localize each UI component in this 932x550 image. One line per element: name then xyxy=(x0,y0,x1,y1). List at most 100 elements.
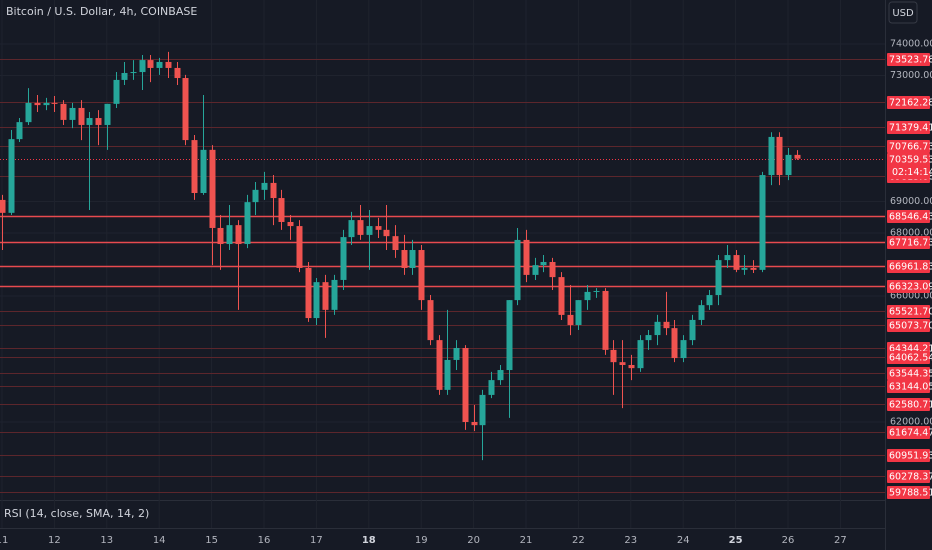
x-tick-label: 20 xyxy=(467,535,480,546)
candle-body xyxy=(313,282,320,319)
candle-body xyxy=(602,290,609,350)
candle-body xyxy=(724,255,731,261)
candle-body xyxy=(567,314,574,325)
candle-body xyxy=(182,78,189,141)
candle-body xyxy=(209,149,216,228)
level-label: 66961.83 xyxy=(889,262,932,273)
level-label-box xyxy=(887,426,930,439)
x-tick-label: 21 xyxy=(520,535,533,546)
level-label-box xyxy=(887,121,930,134)
candle-body xyxy=(383,229,390,237)
candle-body xyxy=(348,220,355,238)
x-tick-label: 15 xyxy=(205,535,218,546)
level-label-box xyxy=(887,486,930,499)
candle-body xyxy=(296,226,303,268)
x-tick-label: 27 xyxy=(834,535,847,546)
y-tick-label: 74000.00 xyxy=(890,39,932,50)
countdown-label: 02:14:14 xyxy=(892,167,932,178)
level-label: 66323.09 xyxy=(889,282,932,293)
candle-body xyxy=(619,362,626,365)
level-label-box xyxy=(887,236,930,249)
candle-body xyxy=(418,250,425,301)
candle-body xyxy=(130,72,137,74)
currency-button-label[interactable]: USD xyxy=(892,8,914,19)
candle-body xyxy=(147,60,154,68)
candle-body xyxy=(322,282,329,310)
candle-body xyxy=(305,267,312,319)
candle-body xyxy=(16,122,23,140)
candle-body xyxy=(689,319,696,341)
candle-body xyxy=(768,136,775,176)
indicator-label: RSI (14, close, SMA, 14, 2) xyxy=(4,507,149,520)
candle-body xyxy=(25,102,32,123)
x-tick-label: 16 xyxy=(258,535,271,546)
candle-body xyxy=(532,265,539,275)
candle-body xyxy=(654,321,661,336)
candle-body xyxy=(95,118,102,125)
candle-body xyxy=(706,295,713,306)
candle-body xyxy=(759,175,766,270)
candle-body xyxy=(0,199,6,213)
candle-body xyxy=(453,347,460,360)
candles xyxy=(0,51,801,461)
candle-body xyxy=(244,202,251,245)
candle-body xyxy=(436,340,443,390)
candle-body xyxy=(497,370,504,381)
candle-body xyxy=(663,321,670,329)
candle-body xyxy=(191,140,198,194)
candle-body xyxy=(794,154,801,159)
level-label-box xyxy=(887,140,930,153)
candle-body xyxy=(637,340,644,369)
candle-body xyxy=(628,364,635,369)
candle-body xyxy=(235,225,242,245)
level-label: 73523.78 xyxy=(889,55,932,66)
level-label: 64344.21 xyxy=(889,344,932,355)
currency-button[interactable] xyxy=(888,1,918,24)
x-tick-label: 18 xyxy=(362,535,376,546)
candle-body xyxy=(340,237,347,280)
candle-body xyxy=(121,72,128,80)
x-tick-label: 11 xyxy=(0,535,8,546)
candle-body xyxy=(357,220,364,235)
candle-body xyxy=(575,300,582,325)
candle-body xyxy=(479,394,486,426)
level-label: 65073.70 xyxy=(889,321,932,332)
level-label-box xyxy=(887,210,930,223)
level-label: 70766.73 xyxy=(889,142,932,153)
candle-body xyxy=(698,305,705,320)
candle-body xyxy=(86,118,93,125)
candle-body xyxy=(331,279,338,310)
x-tick-label: 26 xyxy=(782,535,795,546)
candle-body xyxy=(217,227,224,245)
candle-body xyxy=(200,149,207,194)
candle-body xyxy=(558,277,565,315)
y-tick-label: 68000.00 xyxy=(890,228,932,239)
candle-body xyxy=(471,422,478,426)
candle-body xyxy=(8,139,15,213)
candle-body xyxy=(113,79,120,104)
candle-body xyxy=(593,290,600,292)
level-label-box xyxy=(887,367,930,380)
candle-body xyxy=(776,136,783,176)
candle-body xyxy=(375,226,382,230)
candle-body xyxy=(60,103,67,120)
level-label-box xyxy=(887,470,930,483)
candle-body xyxy=(261,182,268,190)
candle-body xyxy=(51,102,58,104)
level-label: 59788.51 xyxy=(889,488,932,499)
candle-body xyxy=(226,225,233,245)
x-tick-label: 12 xyxy=(48,535,61,546)
chart-title: Bitcoin / U.S. Dollar, 4h, COINBASE xyxy=(6,5,197,18)
level-label: 68546.43 xyxy=(889,212,932,223)
candle-body xyxy=(645,335,652,341)
candle-body xyxy=(366,226,373,235)
y-tick-label: 66000.00 xyxy=(890,291,932,302)
candle-body xyxy=(549,261,556,278)
candle-body xyxy=(514,239,521,301)
candle-body xyxy=(506,300,513,371)
level-label: 60951.93 xyxy=(889,451,932,462)
level-label-box xyxy=(887,280,930,293)
candle-body xyxy=(584,291,591,301)
